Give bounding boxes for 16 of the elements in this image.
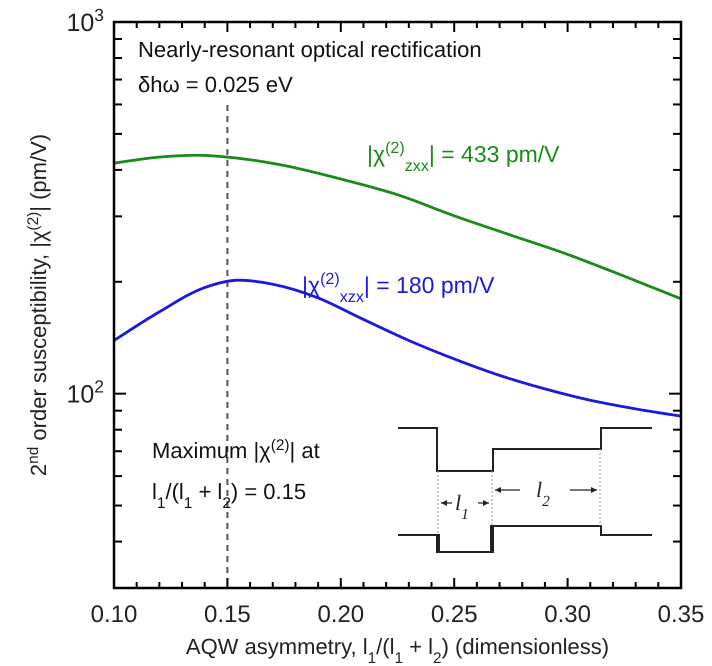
x-tick-label: 0.25 — [430, 601, 478, 628]
annotation: Maximum |χ$^{(2)}$| at — [152, 436, 320, 463]
annotation: l$_{1}$/(l$_{1}$ + l$_{2}$) = 0.15 — [152, 479, 306, 512]
series-label: |χ$^{(2)}$$_{zxx}$| = 433 pm/V — [367, 139, 560, 175]
annotation: δhω = 0.025 eV — [138, 72, 294, 97]
x-tick-label: 0.35 — [658, 601, 704, 628]
x-tick-label: 0.30 — [544, 601, 591, 628]
annotation: l$_{2}$ — [536, 477, 550, 510]
y-tick-label: 10$^{2}$ — [66, 376, 104, 409]
annotation: l$_{1}$ — [455, 490, 469, 522]
x-tick-label: 0.15 — [204, 601, 251, 628]
x-axis-title: AQW asymmetry, l$_{1}$/(l$_{1}$ + l$_{2}$) (dimensionless) — [186, 634, 610, 666]
y-tick-label: 10$^{3}$ — [66, 5, 104, 37]
x-tick-label: 0.20 — [317, 601, 364, 628]
annotation: Nearly-resonant optical rectification — [138, 37, 482, 62]
x-tick-label: 0.10 — [90, 601, 138, 628]
